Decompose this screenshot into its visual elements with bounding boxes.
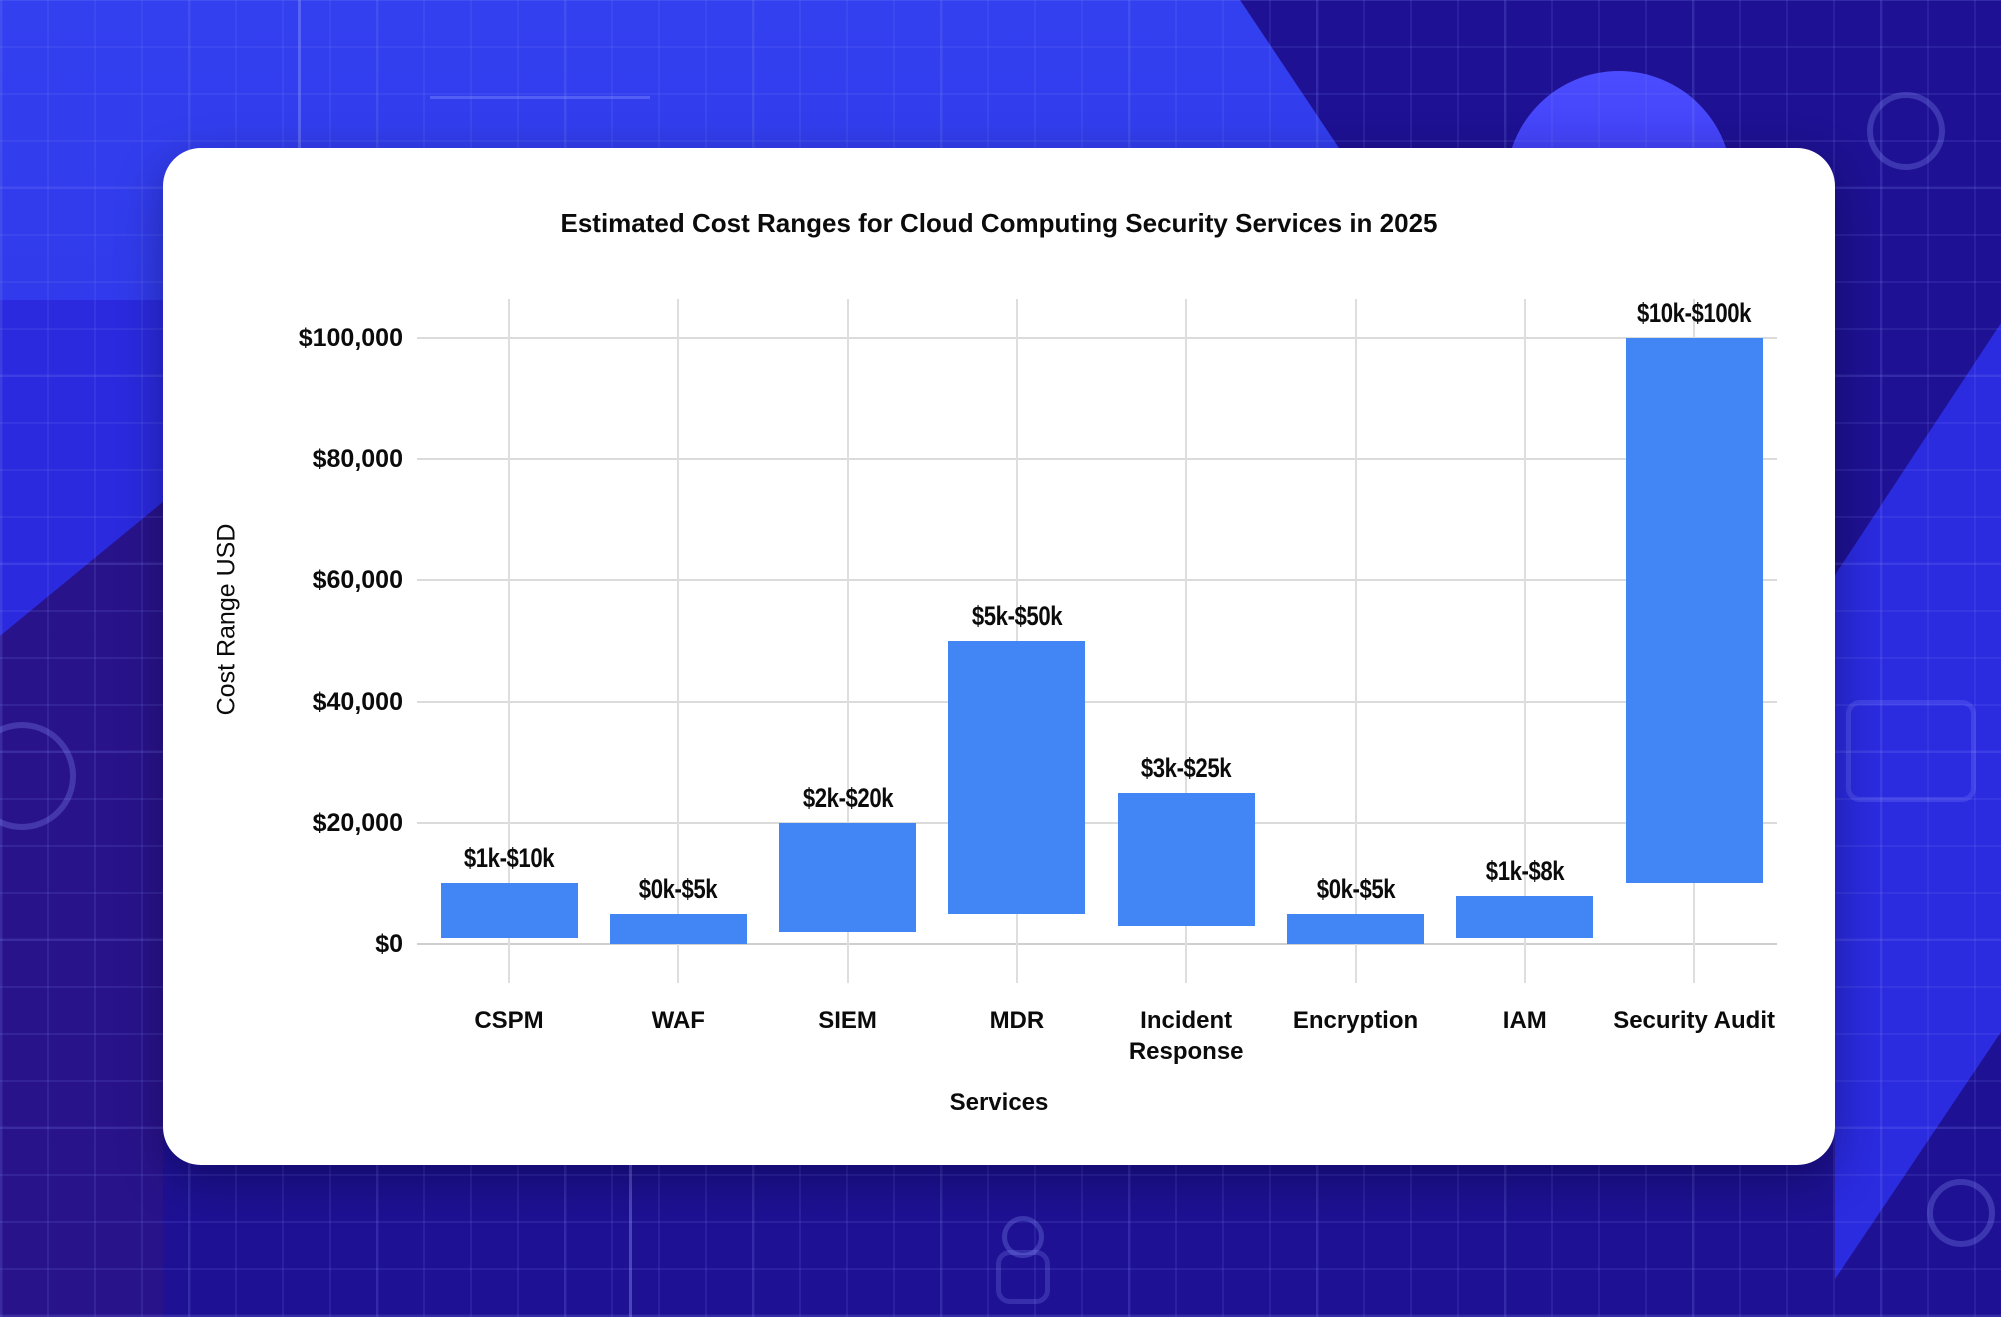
range-bar: [1456, 895, 1594, 938]
x-gridline: [677, 299, 680, 983]
x-category-label: MDR: [989, 1007, 1045, 1034]
x-gridline: [1185, 299, 1188, 983]
circuit-ring-decoration: [0, 722, 76, 830]
y-gridline: [417, 337, 1777, 339]
circuit-ring-decoration: [1927, 1179, 1995, 1247]
circuit-line-decoration: [430, 96, 650, 99]
y-tick-label: $0: [375, 930, 403, 958]
x-category-label: Encryption: [1292, 1007, 1419, 1034]
x-gridline: [846, 299, 849, 983]
bar-range-label: $10k-$100k: [1637, 298, 1752, 328]
bar-range-label: $0k-$5k: [1316, 873, 1395, 904]
circuit-ring-decoration: [1867, 92, 1945, 170]
y-tick-label: $40,000: [312, 687, 403, 716]
bar-range-label: $2k-$20k: [802, 782, 893, 813]
y-gridline: [417, 458, 1777, 461]
x-category-label: Incident Response: [1128, 1007, 1244, 1065]
chart-card: Estimated Cost Ranges for Cloud Computin…: [163, 148, 1835, 1165]
range-bar: [948, 641, 1086, 914]
circuit-line-decoration: [629, 1160, 632, 1317]
range-bar: [609, 913, 747, 944]
y-tick-label: $100,000: [298, 324, 403, 352]
x-axis-title: Services: [949, 1089, 1049, 1116]
range-bar: [779, 822, 917, 932]
range-bar: [440, 883, 578, 938]
x-gridline: [1354, 299, 1357, 983]
circuit-ring-decoration: [1002, 1216, 1044, 1258]
y-gridline: [417, 943, 1777, 945]
x-category-label: CSPM: [474, 1007, 544, 1034]
range-bar: [1287, 913, 1424, 944]
bar-range-label: $0k-$5k: [639, 873, 718, 904]
bar-range-label: $3k-$25k: [1141, 752, 1232, 783]
y-tick-label: $60,000: [312, 566, 403, 595]
bar-range-label: $1k-$8k: [1485, 855, 1565, 886]
plot-area: $0 $20,000 $40,000 $60,000 $80,000 $100,000 $1…: [163, 148, 1835, 1165]
bar-range-label: $1k-$10k: [463, 843, 555, 874]
x-category-label: Security Audit: [1613, 1007, 1775, 1034]
x-gridline: [508, 299, 510, 983]
x-category-label: WAF: [651, 1007, 705, 1034]
y-gridline: [417, 700, 1777, 703]
range-bar: [1625, 338, 1763, 884]
bar-range-label: $5k-$50k: [971, 601, 1063, 631]
x-category-label: IAM: [1502, 1007, 1547, 1034]
chart-title: Estimated Cost Ranges for Cloud Computin…: [560, 208, 1438, 238]
circuit-padlock-decoration: [996, 1250, 1050, 1304]
y-gridline: [417, 821, 1777, 824]
y-tick-label: $20,000: [312, 808, 403, 837]
range-bar: [1117, 792, 1255, 926]
circuit-chip-decoration: [1846, 700, 1976, 802]
y-tick-label: $80,000: [312, 445, 403, 474]
x-category-label: SIEM: [818, 1007, 877, 1034]
x-gridline: [1523, 299, 1526, 983]
y-gridline: [417, 579, 1777, 582]
